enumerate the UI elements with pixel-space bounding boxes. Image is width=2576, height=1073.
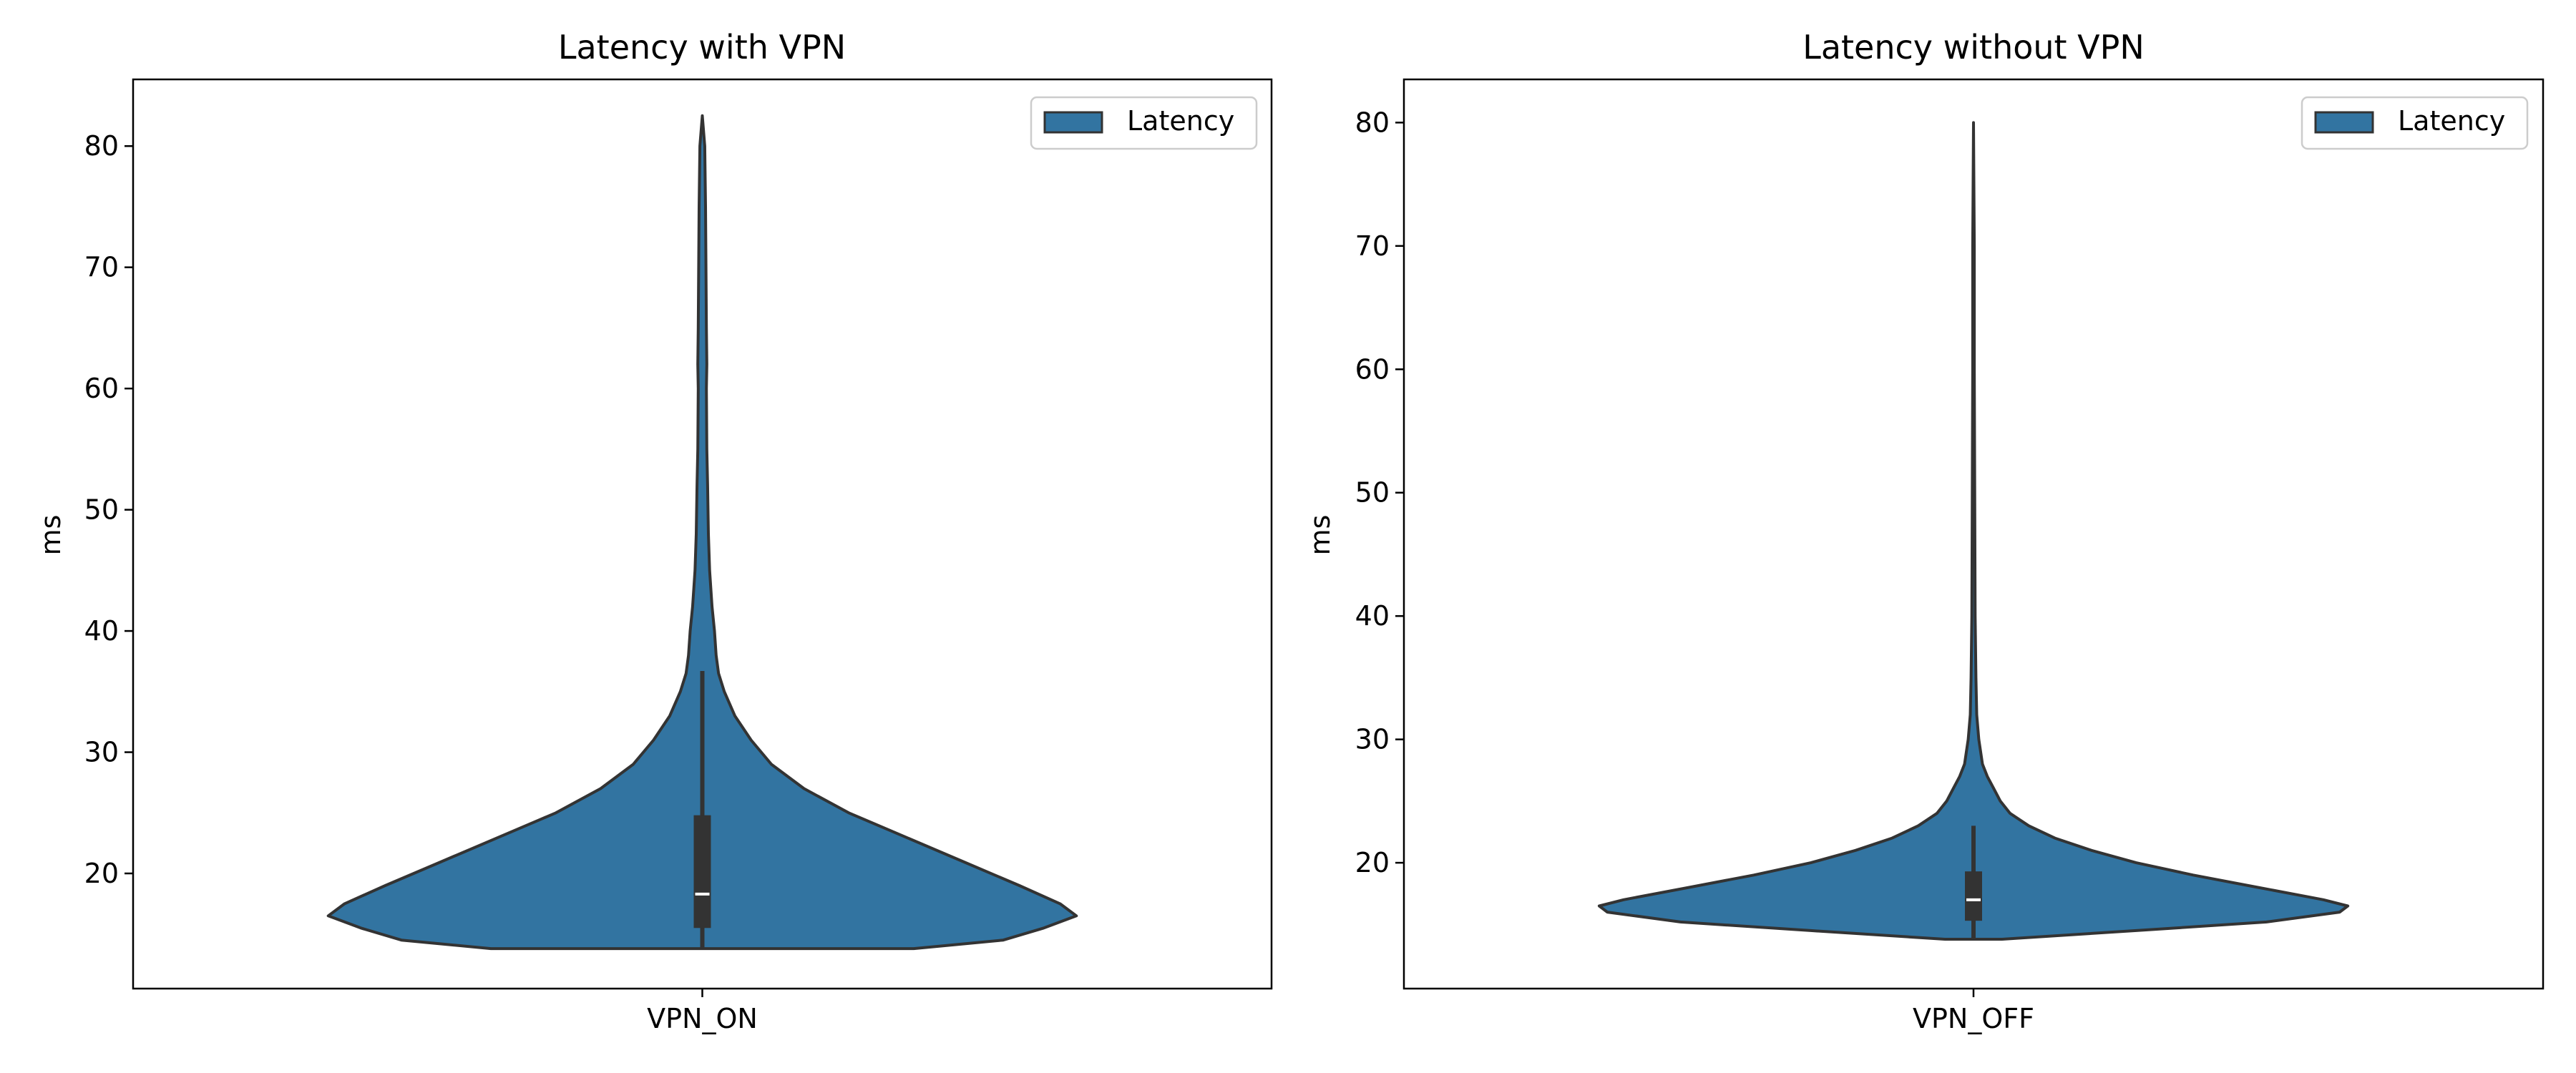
- legend-label-latency: Latency: [1127, 105, 1234, 137]
- y-axis-label: ms: [1304, 515, 1336, 556]
- violin-iqr-box: [693, 815, 711, 929]
- y-tick-label: 50: [1355, 477, 1390, 509]
- violin-layer: [1597, 121, 2350, 941]
- violin-iqr-box: [1965, 871, 1982, 921]
- x-axis-ticks: VPN_OFF: [1913, 989, 2034, 1034]
- y-axis-ticks: 20 30 40 50 60 70 80: [1355, 107, 1404, 878]
- y-tick-label: 80: [84, 130, 119, 162]
- y-tick-label: 30: [84, 737, 119, 768]
- legend-patch-latency: [1043, 111, 1103, 134]
- x-tick-label: VPN_OFF: [1913, 1003, 2034, 1034]
- y-tick-label: 70: [84, 252, 119, 283]
- legend-patch-latency: [2314, 111, 2374, 134]
- x-axis-ticks: VPN_ON: [647, 989, 758, 1034]
- violin-panel-vpn-on: Latency with VPN ms 20 30 40 50 60 70 80 VPN_O…: [35, 28, 1273, 1034]
- violin-body: [1597, 121, 2350, 941]
- legend-box: [1030, 96, 1258, 150]
- y-tick-label: 60: [1355, 353, 1390, 385]
- legend: Latency: [1030, 96, 1258, 150]
- y-axis-ticks: 20 30 40 50 60 70 80: [84, 130, 133, 889]
- legend: Latency: [2301, 96, 2529, 150]
- y-axis-label: ms: [35, 515, 67, 556]
- y-tick-label: 40: [1355, 600, 1390, 632]
- violin-body: [326, 114, 1078, 951]
- chart-title: Latency without VPN: [1802, 28, 2145, 67]
- legend-label-latency: Latency: [2398, 105, 2505, 137]
- plot-frame: [1402, 78, 2545, 990]
- y-tick-label: 30: [1355, 724, 1390, 755]
- chart-title: Latency with VPN: [558, 28, 846, 67]
- violin-panel-vpn-off: Latency without VPN ms 20 30 40 50 60 70 80 VP…: [1304, 28, 2545, 1034]
- y-tick-label: 80: [1355, 107, 1390, 138]
- y-tick-label: 40: [84, 615, 119, 647]
- y-tick-label: 70: [1355, 230, 1390, 262]
- x-tick-label: VPN_ON: [647, 1003, 758, 1034]
- y-tick-label: 20: [84, 858, 119, 889]
- y-tick-label: 60: [84, 373, 119, 404]
- y-tick-label: 20: [1355, 847, 1390, 878]
- violin-layer: [326, 114, 1078, 951]
- legend-box: [2301, 96, 2529, 150]
- y-tick-label: 50: [84, 494, 119, 526]
- plot-frame: [132, 78, 1273, 990]
